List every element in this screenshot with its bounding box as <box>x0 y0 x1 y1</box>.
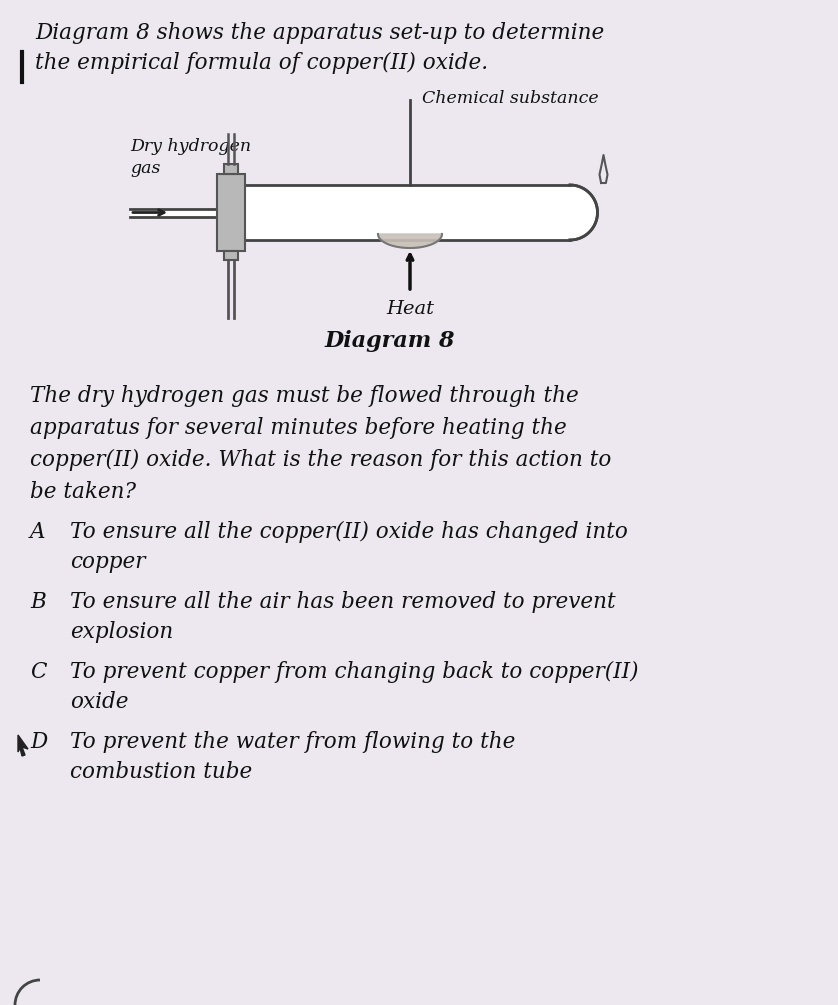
Text: Heat: Heat <box>386 300 434 318</box>
Text: gas: gas <box>130 160 160 177</box>
Text: oxide: oxide <box>70 691 128 713</box>
Text: To prevent copper from changing back to copper(II): To prevent copper from changing back to … <box>70 661 639 683</box>
Polygon shape <box>18 735 28 756</box>
FancyBboxPatch shape <box>224 164 238 174</box>
Polygon shape <box>570 185 597 240</box>
FancyBboxPatch shape <box>224 251 238 260</box>
Text: C: C <box>30 661 46 683</box>
Text: A: A <box>30 521 45 543</box>
Text: explosion: explosion <box>70 621 173 643</box>
Text: the empirical formula of copper(II) oxide.: the empirical formula of copper(II) oxid… <box>35 52 488 74</box>
Text: be taken?: be taken? <box>30 481 136 502</box>
FancyBboxPatch shape <box>240 185 570 240</box>
Text: To ensure all the copper(II) oxide has changed into: To ensure all the copper(II) oxide has c… <box>70 521 628 543</box>
Text: To ensure all the air has been removed to prevent: To ensure all the air has been removed t… <box>70 591 616 613</box>
Text: apparatus for several minutes before heating the: apparatus for several minutes before hea… <box>30 417 566 439</box>
FancyBboxPatch shape <box>217 174 245 251</box>
Text: Diagram 8: Diagram 8 <box>325 330 455 352</box>
Polygon shape <box>378 234 442 248</box>
Text: B: B <box>30 591 46 613</box>
Text: Diagram 8 shows the apparatus set-up to determine: Diagram 8 shows the apparatus set-up to … <box>35 22 604 44</box>
Text: combustion tube: combustion tube <box>70 761 252 783</box>
Text: Chemical substance: Chemical substance <box>422 90 598 107</box>
Text: The dry hydrogen gas must be flowed through the: The dry hydrogen gas must be flowed thro… <box>30 385 579 407</box>
Text: copper: copper <box>70 551 146 573</box>
Text: Dry hydrogen: Dry hydrogen <box>130 138 251 155</box>
Text: To prevent the water from flowing to the: To prevent the water from flowing to the <box>70 731 515 753</box>
Text: copper(II) oxide. What is the reason for this action to: copper(II) oxide. What is the reason for… <box>30 449 612 471</box>
Text: D: D <box>30 731 47 753</box>
Polygon shape <box>130 208 217 216</box>
